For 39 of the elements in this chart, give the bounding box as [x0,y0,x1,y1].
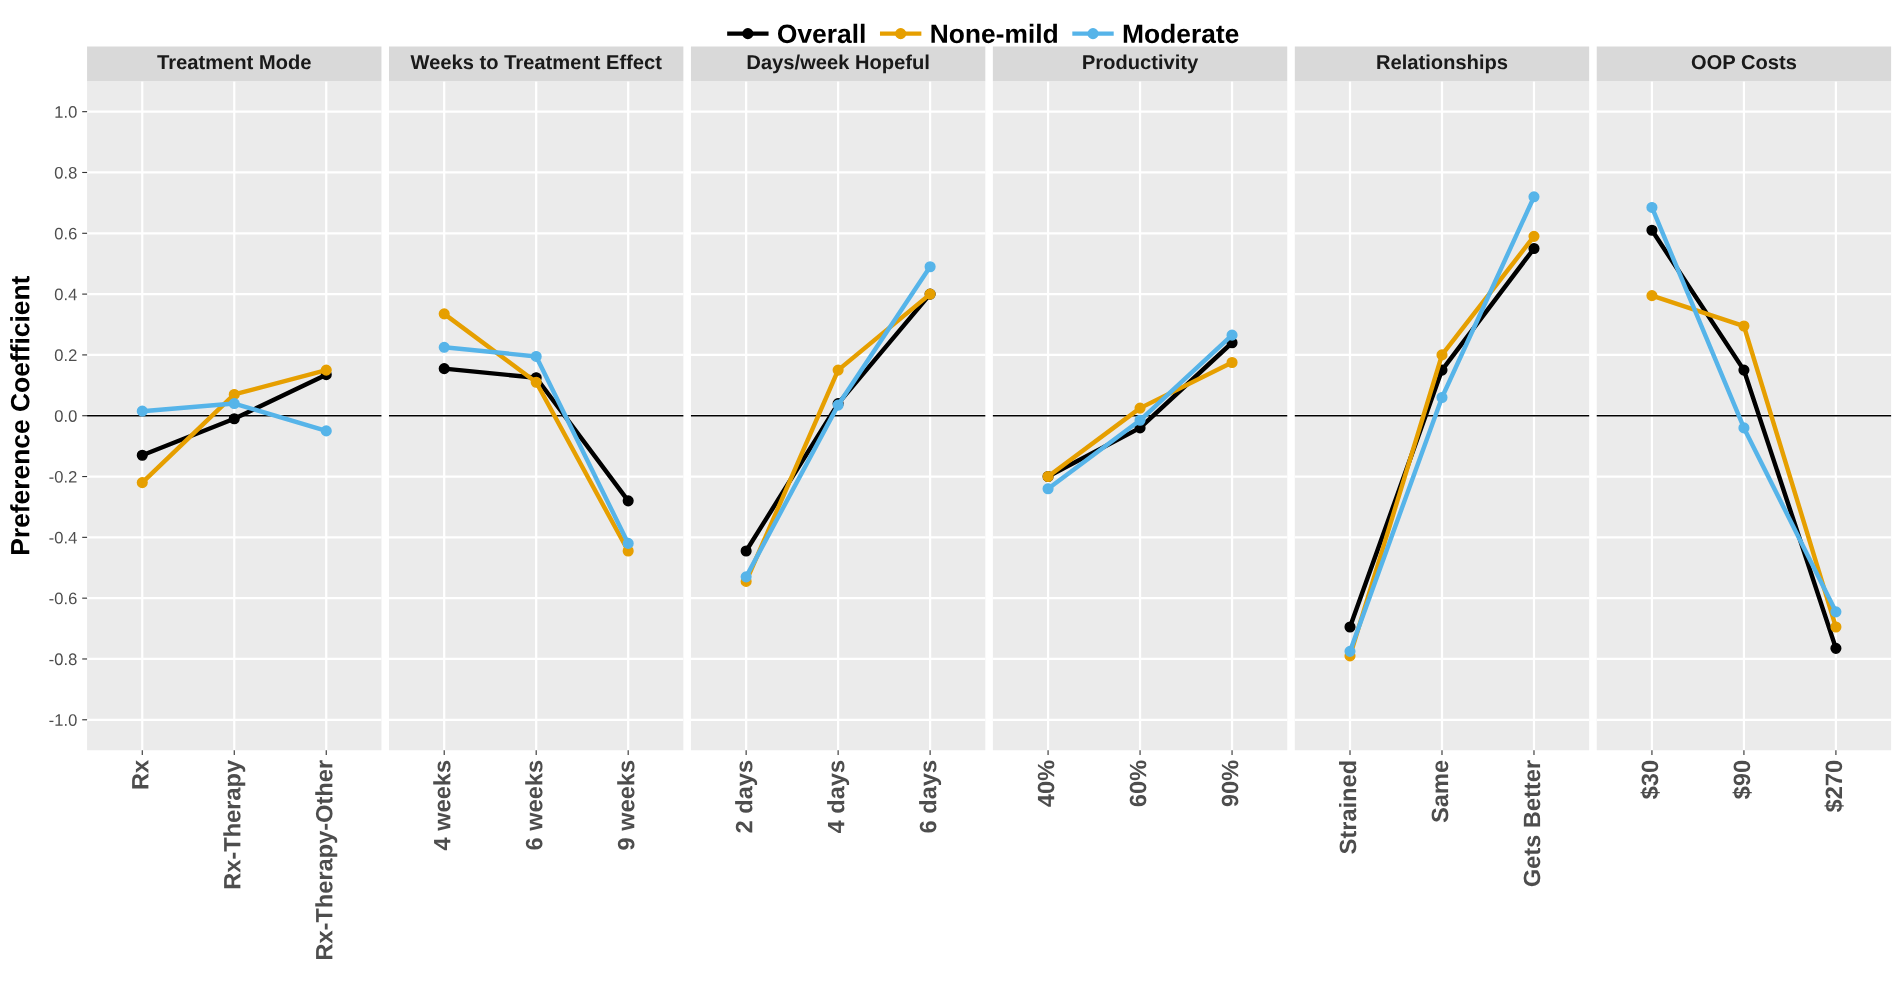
y-tick-label: -0.8 [49,653,77,666]
x-tick-label: Rx [132,760,149,789]
y-tick-label: 1.0 [55,106,77,118]
x-tick-label: $90 [1732,760,1752,799]
legend-label: Moderate [1123,23,1239,44]
y-tick-label: 0.2 [54,349,77,362]
chart-title: Weeks to Treatment Effect [410,54,662,70]
x-tick-label: Strained [1339,761,1357,854]
y-tick-label: 0.0 [54,410,77,422]
y-tick-label: -0.4 [49,531,77,544]
x-tick-label: 4 days [827,760,850,834]
x-tick-label: 2 days [735,760,758,833]
legend-label: Overall [777,23,865,44]
x-tick-label: Rx-Therapy-Other [315,760,338,960]
y-tick-label: -0.6 [49,592,77,605]
x-tick-label: Same [1431,760,1449,823]
y-axis-title: Preference Coefficient [10,275,30,555]
x-tick-label: $30 [1640,760,1660,799]
y-tick-label: 0.6 [54,227,77,240]
x-tick-label: 40% [1037,760,1055,807]
chart-title: Productivity [1083,54,1199,74]
chart-title: Treatment Mode [157,54,311,70]
x-tick-label: 9 weeks [617,760,635,850]
chart-title: Days/week Hopeful [747,54,929,74]
x-tick-label: 60% [1129,760,1147,807]
x-tick-label: 4 weeks [433,760,451,851]
chart-title: Relationships [1377,54,1508,74]
y-tick-label: -0.2 [49,470,77,483]
x-tick-label: 90% [1221,760,1239,807]
y-tick-label: 0.4 [54,288,77,301]
x-tick-label: $270 [1824,760,1844,813]
x-tick-label: 6 weeks [525,760,543,850]
y-tick-label: 0.8 [54,166,77,179]
chart-title: OOP Costs [1691,55,1797,70]
x-tick-label: 6 days [919,760,942,833]
y-tick-label: -1.0 [49,714,77,726]
x-tick-label: Rx-Therapy [223,760,246,889]
legend-label: None-mild [931,23,1057,44]
x-tick-label: Gets Better [1523,760,1541,887]
